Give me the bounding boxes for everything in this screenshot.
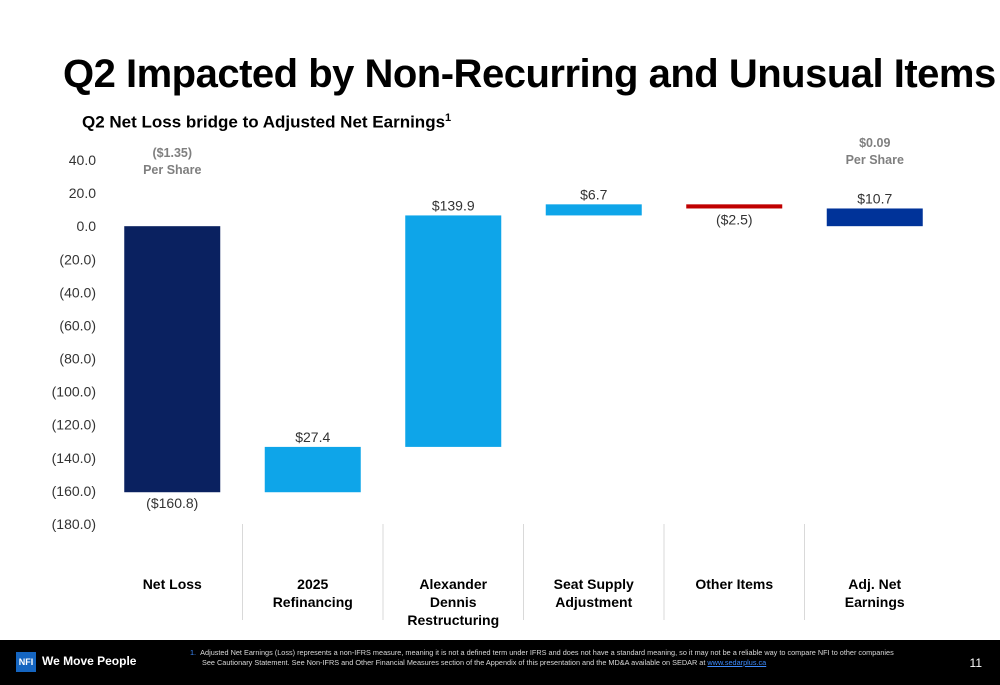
category-label: Adj. Net: [848, 576, 901, 592]
footnote-line-1: 1. Adjusted Net Earnings (Loss) represen…: [190, 648, 950, 658]
category-label: Earnings: [845, 594, 905, 610]
y-tick-label: (140.0): [52, 450, 96, 466]
y-tick-label: (40.0): [59, 284, 96, 300]
category-label: Adjustment: [555, 594, 632, 610]
footnote-number: 1.: [190, 648, 197, 657]
category-label: 2025: [297, 576, 328, 592]
y-tick-label: (60.0): [59, 317, 96, 333]
per-share-value: $0.09: [859, 136, 890, 150]
waterfall-bar: [124, 226, 221, 493]
data-label: $139.9: [432, 197, 475, 213]
y-tick-label: (20.0): [59, 251, 96, 267]
data-label: $10.7: [857, 190, 892, 206]
waterfall-bar: [545, 204, 642, 216]
per-share-value: ($1.35): [152, 146, 192, 160]
y-tick-label: 0.0: [77, 218, 97, 234]
waterfall-bar: [826, 208, 923, 227]
page-number: 11: [969, 656, 982, 670]
per-share-label: Per Share: [846, 153, 904, 167]
category-label: Dennis: [430, 594, 477, 610]
chart-subtitle: Q2 Net Loss bridge to Adjusted Net Earni…: [82, 112, 451, 133]
footnote-line-2: See Cautionary Statement. See Non-IFRS a…: [190, 658, 950, 668]
sedar-link[interactable]: www.sedarplus.ca: [707, 658, 767, 667]
y-tick-label: 20.0: [69, 185, 96, 201]
waterfall-bar: [264, 446, 361, 493]
category-label: Restructuring: [407, 612, 499, 628]
footnote-text-2: See Cautionary Statement. See Non-IFRS a…: [202, 658, 706, 667]
category-label: Seat Supply: [554, 576, 634, 592]
category-label: Other Items: [695, 576, 773, 592]
category-label: Refinancing: [273, 594, 353, 610]
y-tick-label: (180.0): [52, 516, 96, 532]
per-share-label: Per Share: [143, 163, 201, 177]
waterfall-bar: [686, 204, 783, 209]
y-tick-label: (120.0): [52, 417, 96, 433]
data-label: $6.7: [580, 186, 607, 202]
footnote: 1. Adjusted Net Earnings (Loss) represen…: [190, 648, 950, 668]
data-label: ($160.8): [146, 495, 198, 511]
waterfall-bar: [405, 215, 502, 447]
y-tick-label: (80.0): [59, 351, 96, 367]
chart-subtitle-text: Q2 Net Loss bridge to Adjusted Net Earni…: [82, 112, 446, 132]
data-label: ($2.5): [716, 211, 753, 227]
footnote-marker: 1: [445, 112, 452, 124]
nfi-logo: NFI: [16, 652, 36, 672]
page-title: Q2 Impacted by Non-Recurring and Unusual…: [63, 52, 996, 96]
data-label: $27.4: [295, 429, 330, 445]
y-tick-label: (100.0): [52, 384, 96, 400]
waterfall-chart: 40.0 20.0 0.0 (20.0) (40.0) (60.0) (80.0) (100.…: [52, 136, 923, 628]
y-tick-label: 40.0: [69, 152, 96, 168]
footnote-text-1: Adjusted Net Earnings (Loss) represents …: [200, 648, 894, 657]
footer-bar: NFI We Move People 1. Adjusted Net Earni…: [0, 640, 1000, 685]
y-tick-label: (160.0): [52, 483, 96, 499]
category-label: Net Loss: [143, 576, 202, 592]
tagline: We Move People: [42, 654, 137, 668]
category-label: Alexander: [419, 576, 487, 592]
